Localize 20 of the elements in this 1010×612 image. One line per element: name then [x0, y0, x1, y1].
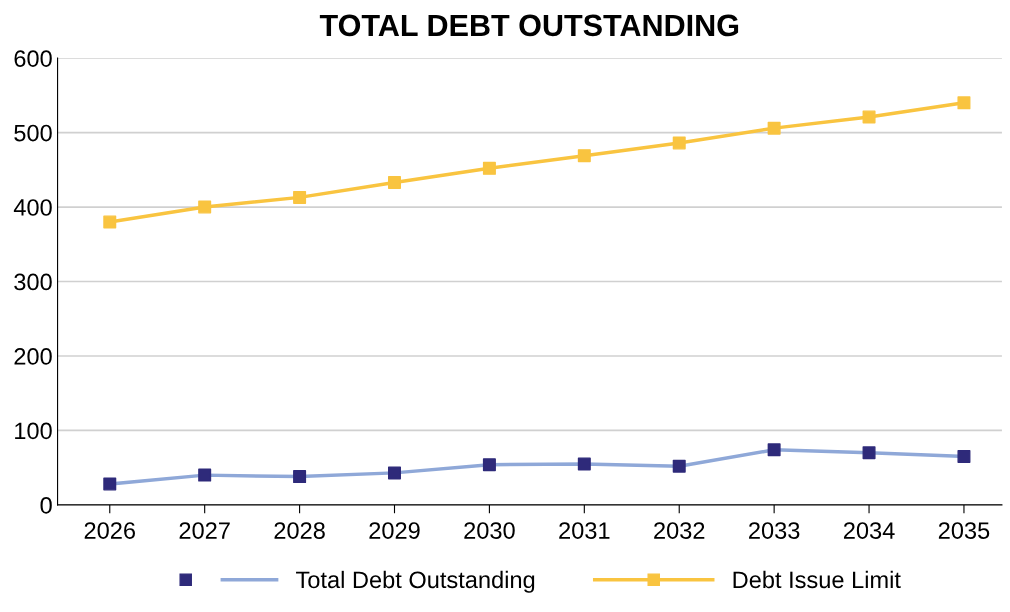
x-tick-label: 2026 — [84, 522, 135, 539]
x-tick-label: 2032 — [654, 522, 705, 539]
y-tick-label: 100 — [15, 422, 52, 440]
x-tick-label: 2029 — [369, 522, 420, 539]
y-tick-label: 600 — [14, 50, 52, 67]
y-tick-label: 300 — [14, 273, 52, 291]
y-tick-label: 200 — [14, 348, 52, 365]
chart-title: TOTAL DEBT OUTSTANDING — [319, 14, 739, 37]
legend-label: Debt Issue Limit — [733, 570, 901, 589]
x-tick-label: 2028 — [274, 522, 325, 539]
x-tick-label: 2030 — [464, 522, 515, 539]
y-tick-label: 400 — [13, 199, 52, 216]
x-tick-label: 2027 — [179, 522, 230, 539]
x-tick-label: 2031 — [559, 522, 610, 539]
y-tick-label: 500 — [14, 124, 52, 142]
x-tick-label: 2034 — [843, 522, 895, 539]
x-tick-label: 2033 — [749, 522, 800, 539]
x-tick-label: 2035 — [938, 522, 990, 539]
y-tick-label: 0 — [40, 496, 52, 514]
legend-label: Total Debt Outstanding — [296, 570, 535, 593]
